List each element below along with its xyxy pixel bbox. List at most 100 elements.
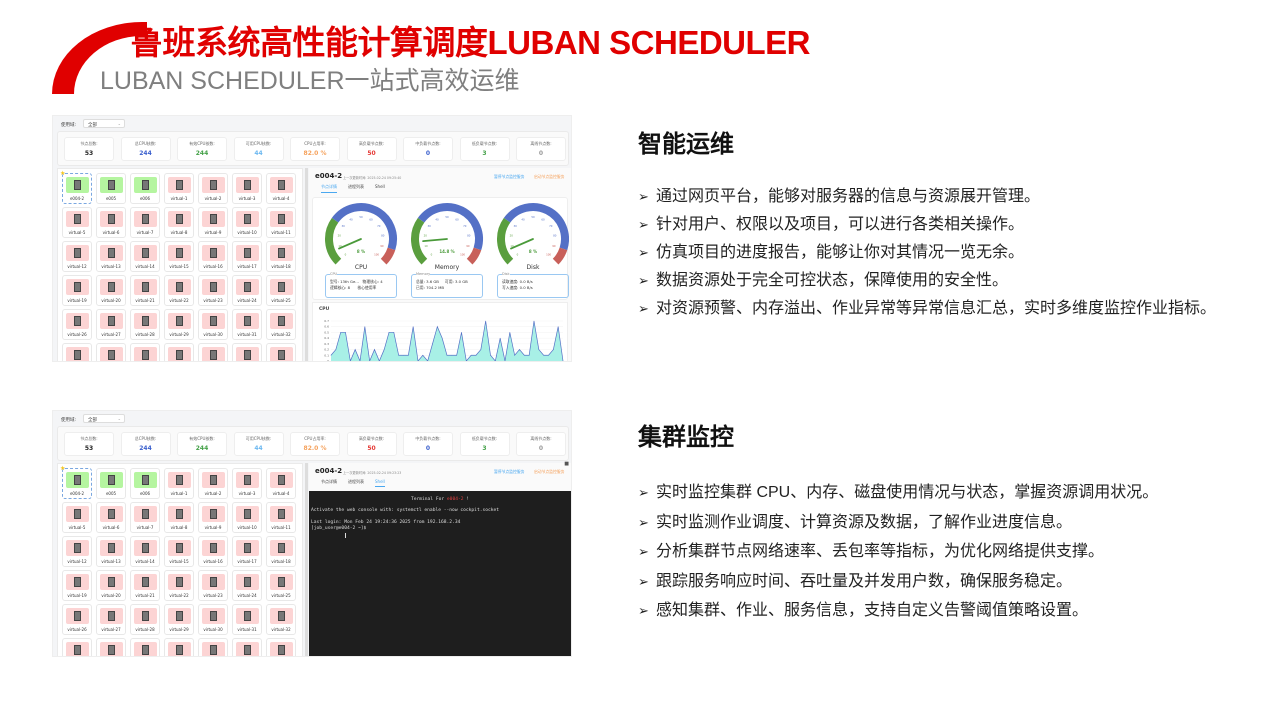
node-tile[interactable]: virtual-2 bbox=[198, 173, 228, 204]
node-tile[interactable] bbox=[232, 343, 262, 361]
node-tile[interactable] bbox=[164, 343, 194, 361]
node-tile[interactable]: virtual-11 bbox=[266, 207, 296, 238]
node-tile[interactable] bbox=[130, 343, 160, 361]
node-tile[interactable]: virtual-9 bbox=[198, 502, 228, 533]
node-tile[interactable]: ★ e004-2 bbox=[60, 170, 92, 204]
node-tile[interactable]: virtual-22 bbox=[164, 570, 194, 601]
node-tile[interactable]: e005 bbox=[96, 173, 126, 204]
node-tile[interactable]: virtual-26 bbox=[62, 309, 92, 340]
node-tile[interactable] bbox=[232, 638, 262, 656]
tab-node-detail[interactable]: 节点详情 bbox=[321, 479, 337, 484]
node-tile[interactable]: virtual-5 bbox=[62, 207, 92, 238]
node-tile[interactable]: virtual-2 bbox=[198, 468, 228, 499]
node-tile[interactable]: virtual-20 bbox=[96, 570, 126, 601]
node-tile[interactable]: e006 bbox=[130, 173, 160, 204]
node-tile[interactable]: virtual-27 bbox=[96, 309, 126, 340]
terminal-window[interactable]: Terminal For e004-2 ! Activate the web co… bbox=[309, 491, 571, 656]
node-tile[interactable]: virtual-5 bbox=[62, 502, 92, 533]
tab-process-list[interactable]: 进程列表 bbox=[348, 479, 364, 484]
node-tile[interactable]: virtual-10 bbox=[232, 502, 262, 533]
node-tile[interactable]: virtual-25 bbox=[266, 275, 296, 306]
node-tile[interactable]: virtual-23 bbox=[198, 275, 228, 306]
node-tile[interactable] bbox=[266, 343, 296, 361]
node-tile[interactable]: virtual-18 bbox=[266, 241, 296, 272]
pause-monitoring-link[interactable]: 暂停节点监控服务 bbox=[494, 174, 525, 179]
node-tile[interactable]: virtual-4 bbox=[266, 173, 296, 204]
node-tile[interactable]: virtual-29 bbox=[164, 604, 194, 635]
tab-process-list[interactable]: 进程列表 bbox=[348, 184, 364, 189]
node-tile[interactable]: virtual-22 bbox=[164, 275, 194, 306]
node-tile[interactable]: virtual-30 bbox=[198, 309, 228, 340]
start-monitoring-link[interactable]: 启动节点监控服务 bbox=[534, 469, 565, 474]
node-tile[interactable]: virtual-19 bbox=[62, 275, 92, 306]
node-tile[interactable]: virtual-25 bbox=[266, 570, 296, 601]
node-tile[interactable] bbox=[266, 638, 296, 656]
node-tile[interactable]: virtual-31 bbox=[232, 604, 262, 635]
node-tile[interactable] bbox=[62, 638, 92, 656]
node-tile[interactable]: virtual-17 bbox=[232, 241, 262, 272]
tab-shell[interactable]: Shell bbox=[375, 479, 385, 487]
node-tile[interactable]: virtual-11 bbox=[266, 502, 296, 533]
node-tile[interactable]: virtual-6 bbox=[96, 207, 126, 238]
node-tile[interactable] bbox=[130, 638, 160, 656]
node-tile[interactable] bbox=[62, 343, 92, 361]
node-tile[interactable]: virtual-13 bbox=[96, 536, 126, 567]
node-tile[interactable]: e006 bbox=[130, 468, 160, 499]
node-tile[interactable] bbox=[164, 638, 194, 656]
node-tile[interactable]: virtual-10 bbox=[232, 207, 262, 238]
node-tile[interactable]: virtual-17 bbox=[232, 536, 262, 567]
node-tile[interactable]: virtual-6 bbox=[96, 502, 126, 533]
node-tile[interactable]: virtual-4 bbox=[266, 468, 296, 499]
node-tile[interactable]: virtual-7 bbox=[130, 502, 160, 533]
node-tile[interactable]: virtual-28 bbox=[130, 604, 160, 635]
terminal-title-prefix: Terminal For bbox=[410, 497, 447, 502]
node-tile[interactable]: virtual-20 bbox=[96, 275, 126, 306]
node-tile[interactable] bbox=[96, 638, 126, 656]
node-tile[interactable]: virtual-12 bbox=[62, 536, 92, 567]
node-tile[interactable]: virtual-9 bbox=[198, 207, 228, 238]
node-tile[interactable]: virtual-19 bbox=[62, 570, 92, 601]
node-tile[interactable]: virtual-12 bbox=[62, 241, 92, 272]
pause-monitoring-link[interactable]: 暂停节点监控服务 bbox=[494, 469, 525, 474]
node-tile[interactable]: virtual-15 bbox=[164, 536, 194, 567]
node-tile[interactable]: virtual-3 bbox=[232, 468, 262, 499]
tab-shell[interactable]: Shell bbox=[375, 184, 385, 189]
node-tile[interactable]: virtual-24 bbox=[232, 570, 262, 601]
node-tile[interactable]: ★ e004-2 bbox=[60, 465, 92, 499]
node-tile[interactable] bbox=[198, 638, 228, 656]
node-tile[interactable]: virtual-26 bbox=[62, 604, 92, 635]
tab-node-detail[interactable]: 节点详情 bbox=[321, 184, 337, 193]
node-tile[interactable]: virtual-14 bbox=[130, 536, 160, 567]
node-tile[interactable]: virtual-15 bbox=[164, 241, 194, 272]
node-tile[interactable] bbox=[96, 343, 126, 361]
node-tile[interactable]: virtual-7 bbox=[130, 207, 160, 238]
node-tile[interactable]: virtual-8 bbox=[164, 502, 194, 533]
node-tile[interactable]: virtual-30 bbox=[198, 604, 228, 635]
node-tile[interactable]: virtual-32 bbox=[266, 604, 296, 635]
node-tile[interactable]: virtual-3 bbox=[232, 173, 262, 204]
node-tile[interactable]: virtual-18 bbox=[266, 536, 296, 567]
node-tile[interactable]: virtual-16 bbox=[198, 536, 228, 567]
node-tile[interactable]: virtual-27 bbox=[96, 604, 126, 635]
node-tile[interactable]: virtual-14 bbox=[130, 241, 160, 272]
node-tile[interactable]: virtual-1 bbox=[164, 173, 194, 204]
node-tile[interactable]: virtual-32 bbox=[266, 309, 296, 340]
node-tile[interactable]: virtual-31 bbox=[232, 309, 262, 340]
domain-select[interactable]: 全部 ⌄ bbox=[83, 119, 125, 128]
node-tile[interactable]: virtual-8 bbox=[164, 207, 194, 238]
node-tile[interactable]: e005 bbox=[96, 468, 126, 499]
node-tile[interactable]: virtual-16 bbox=[198, 241, 228, 272]
domain-select[interactable]: 全部 ⌄ bbox=[83, 414, 125, 423]
node-tile[interactable]: virtual-21 bbox=[130, 275, 160, 306]
node-tile[interactable]: virtual-21 bbox=[130, 570, 160, 601]
node-tile[interactable]: virtual-1 bbox=[164, 468, 194, 499]
node-tile[interactable] bbox=[198, 343, 228, 361]
close-icon[interactable]: ■ bbox=[564, 461, 569, 467]
start-monitoring-link[interactable]: 启动节点监控服务 bbox=[534, 174, 565, 179]
node-tile[interactable]: virtual-29 bbox=[164, 309, 194, 340]
node-tile[interactable]: virtual-28 bbox=[130, 309, 160, 340]
node-tile[interactable]: virtual-13 bbox=[96, 241, 126, 272]
node-tile[interactable]: virtual-24 bbox=[232, 275, 262, 306]
node-tile[interactable]: virtual-23 bbox=[198, 570, 228, 601]
server-icon bbox=[270, 347, 293, 361]
